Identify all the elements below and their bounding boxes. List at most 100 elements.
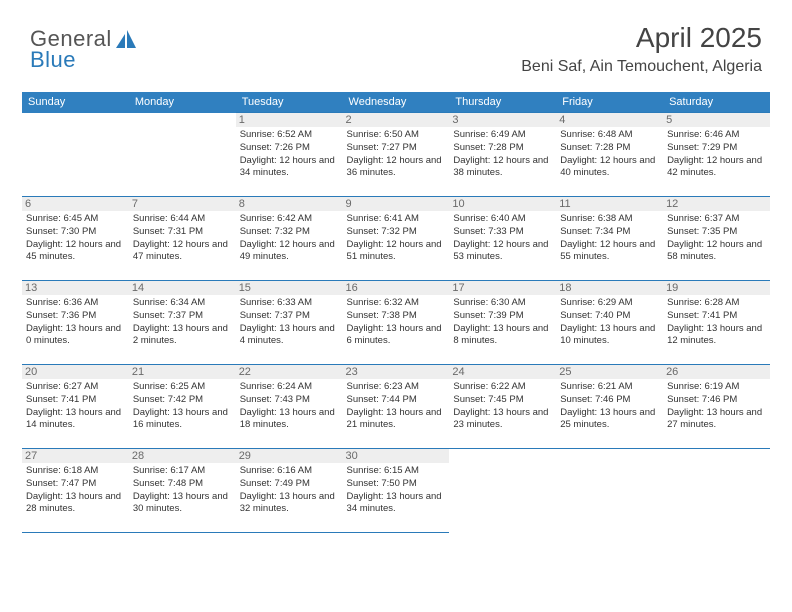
dow-row: Sunday Monday Tuesday Wednesday Thursday… [22,92,770,113]
day-number: 4 [556,113,663,127]
day-details: Sunrise: 6:40 AMSunset: 7:33 PMDaylight:… [453,213,552,264]
calendar-cell: 27 Sunrise: 6:18 AMSunset: 7:47 PMDayligh… [22,449,129,533]
calendar-cell: 5 Sunrise: 6:46 AMSunset: 7:29 PMDaylight… [663,113,770,197]
calendar-cell: 9 Sunrise: 6:41 AMSunset: 7:32 PMDaylight… [343,197,450,281]
day-number: 23 [343,365,450,379]
calendar-week: 6 Sunrise: 6:45 AMSunset: 7:30 PMDaylight… [22,197,770,281]
day-details: Sunrise: 6:17 AMSunset: 7:48 PMDaylight:… [133,465,232,516]
day-details: Sunrise: 6:44 AMSunset: 7:31 PMDaylight:… [133,213,232,264]
day-details: Sunrise: 6:34 AMSunset: 7:37 PMDaylight:… [133,297,232,348]
day-number: 29 [236,449,343,463]
day-number: 25 [556,365,663,379]
day-number: 17 [449,281,556,295]
calendar-cell: 2 Sunrise: 6:50 AMSunset: 7:27 PMDaylight… [343,113,450,197]
day-details: Sunrise: 6:15 AMSunset: 7:50 PMDaylight:… [347,465,446,516]
calendar-cell: 12 Sunrise: 6:37 AMSunset: 7:35 PMDayligh… [663,197,770,281]
day-number: 16 [343,281,450,295]
calendar-week: 13 Sunrise: 6:36 AMSunset: 7:36 PMDayligh… [22,281,770,365]
day-number: 27 [22,449,129,463]
calendar-cell: 10 Sunrise: 6:40 AMSunset: 7:33 PMDayligh… [449,197,556,281]
day-details: Sunrise: 6:23 AMSunset: 7:44 PMDaylight:… [347,381,446,432]
day-number: 10 [449,197,556,211]
calendar-cell: 21Sunrise: 6:25 AMSunset: 7:42 PMDayligh… [129,365,236,449]
dow-monday: Monday [129,92,236,113]
day-number: 28 [129,449,236,463]
calendar-cell: 13 Sunrise: 6:36 AMSunset: 7:36 PMDayligh… [22,281,129,365]
calendar-cell: 16 Sunrise: 6:32 AMSunset: 7:38 PMDayligh… [343,281,450,365]
calendar-cell: 18 Sunrise: 6:29 AMSunset: 7:40 PMDayligh… [556,281,663,365]
dow-tuesday: Tuesday [236,92,343,113]
dow-saturday: Saturday [663,92,770,113]
day-details: Sunrise: 6:22 AMSunset: 7:45 PMDaylight:… [453,381,552,432]
day-details: Sunrise: 6:41 AMSunset: 7:32 PMDaylight:… [347,213,446,264]
day-number: 2 [343,113,450,127]
calendar-cell: 20Sunrise: 6:27 AMSunset: 7:41 PMDayligh… [22,365,129,449]
day-details: Sunrise: 6:18 AMSunset: 7:47 PMDaylight:… [26,465,125,516]
calendar-cell: 19 Sunrise: 6:28 AMSunset: 7:41 PMDayligh… [663,281,770,365]
calendar-cell: 22Sunrise: 6:24 AMSunset: 7:43 PMDayligh… [236,365,343,449]
day-details: Sunrise: 6:21 AMSunset: 7:46 PMDaylight:… [560,381,659,432]
day-number: 24 [449,365,556,379]
calendar-cell: 25 Sunrise: 6:21 AMSunset: 7:46 PMDayligh… [556,365,663,449]
day-details: Sunrise: 6:37 AMSunset: 7:35 PMDaylight:… [667,213,766,264]
calendar-cell: 1 Sunrise: 6:52 AMSunset: 7:26 PMDaylight… [236,113,343,197]
day-number: 22 [236,365,343,379]
logo-text-2: Blue [30,49,112,71]
day-number: 26 [663,365,770,379]
calendar-cell [129,113,236,197]
day-details: Sunrise: 6:36 AMSunset: 7:36 PMDaylight:… [26,297,125,348]
day-details: Sunrise: 6:48 AMSunset: 7:28 PMDaylight:… [560,129,659,180]
day-number: 7 [129,197,236,211]
day-number: 6 [22,197,129,211]
calendar-week: 27 Sunrise: 6:18 AMSunset: 7:47 PMDayligh… [22,449,770,533]
calendar-cell: 17Sunrise: 6:30 AMSunset: 7:39 PMDayligh… [449,281,556,365]
calendar-cell: 23 Sunrise: 6:23 AMSunset: 7:44 PMDayligh… [343,365,450,449]
day-number: 1 [236,113,343,127]
day-number: 18 [556,281,663,295]
calendar-week: 20Sunrise: 6:27 AMSunset: 7:41 PMDayligh… [22,365,770,449]
day-details: Sunrise: 6:46 AMSunset: 7:29 PMDaylight:… [667,129,766,180]
day-number: 9 [343,197,450,211]
day-details: Sunrise: 6:28 AMSunset: 7:41 PMDaylight:… [667,297,766,348]
calendar-cell: 6 Sunrise: 6:45 AMSunset: 7:30 PMDaylight… [22,197,129,281]
day-details: Sunrise: 6:32 AMSunset: 7:38 PMDaylight:… [347,297,446,348]
calendar-cell: 7 Sunrise: 6:44 AMSunset: 7:31 PMDaylight… [129,197,236,281]
day-details: Sunrise: 6:25 AMSunset: 7:42 PMDaylight:… [133,381,232,432]
day-details: Sunrise: 6:19 AMSunset: 7:46 PMDaylight:… [667,381,766,432]
header-right: April 2025 Beni Saf, Ain Temouchent, Alg… [521,22,762,76]
calendar-cell: 14 Sunrise: 6:34 AMSunset: 7:37 PMDayligh… [129,281,236,365]
calendar-cell: 30 Sunrise: 6:15 AMSunset: 7:50 PMDayligh… [343,449,450,533]
day-details: Sunrise: 6:38 AMSunset: 7:34 PMDaylight:… [560,213,659,264]
calendar-cell: 24 Sunrise: 6:22 AMSunset: 7:45 PMDayligh… [449,365,556,449]
day-details: Sunrise: 6:45 AMSunset: 7:30 PMDaylight:… [26,213,125,264]
calendar-cell: 3 Sunrise: 6:49 AMSunset: 7:28 PMDaylight… [449,113,556,197]
calendar-cell [663,449,770,533]
sails-icon [114,28,138,55]
calendar-cell: 28 Sunrise: 6:17 AMSunset: 7:48 PMDayligh… [129,449,236,533]
calendar-week: 1 Sunrise: 6:52 AMSunset: 7:26 PMDaylight… [22,113,770,197]
day-details: Sunrise: 6:52 AMSunset: 7:26 PMDaylight:… [240,129,339,180]
calendar-cell: 4 Sunrise: 6:48 AMSunset: 7:28 PMDaylight… [556,113,663,197]
day-details: Sunrise: 6:49 AMSunset: 7:28 PMDaylight:… [453,129,552,180]
day-number: 19 [663,281,770,295]
day-number: 14 [129,281,236,295]
calendar-cell [22,113,129,197]
day-number: 12 [663,197,770,211]
day-details: Sunrise: 6:16 AMSunset: 7:49 PMDaylight:… [240,465,339,516]
day-details: Sunrise: 6:33 AMSunset: 7:37 PMDaylight:… [240,297,339,348]
calendar-cell: 26 Sunrise: 6:19 AMSunset: 7:46 PMDayligh… [663,365,770,449]
day-details: Sunrise: 6:50 AMSunset: 7:27 PMDaylight:… [347,129,446,180]
calendar-cell: 8 Sunrise: 6:42 AMSunset: 7:32 PMDaylight… [236,197,343,281]
day-number: 30 [343,449,450,463]
dow-wednesday: Wednesday [343,92,450,113]
day-number: 13 [22,281,129,295]
day-details: Sunrise: 6:29 AMSunset: 7:40 PMDaylight:… [560,297,659,348]
day-number: 5 [663,113,770,127]
dow-thursday: Thursday [449,92,556,113]
day-number: 3 [449,113,556,127]
calendar-cell [449,449,556,533]
day-details: Sunrise: 6:42 AMSunset: 7:32 PMDaylight:… [240,213,339,264]
month-title: April 2025 [521,22,762,54]
day-number: 8 [236,197,343,211]
calendar-cell [556,449,663,533]
